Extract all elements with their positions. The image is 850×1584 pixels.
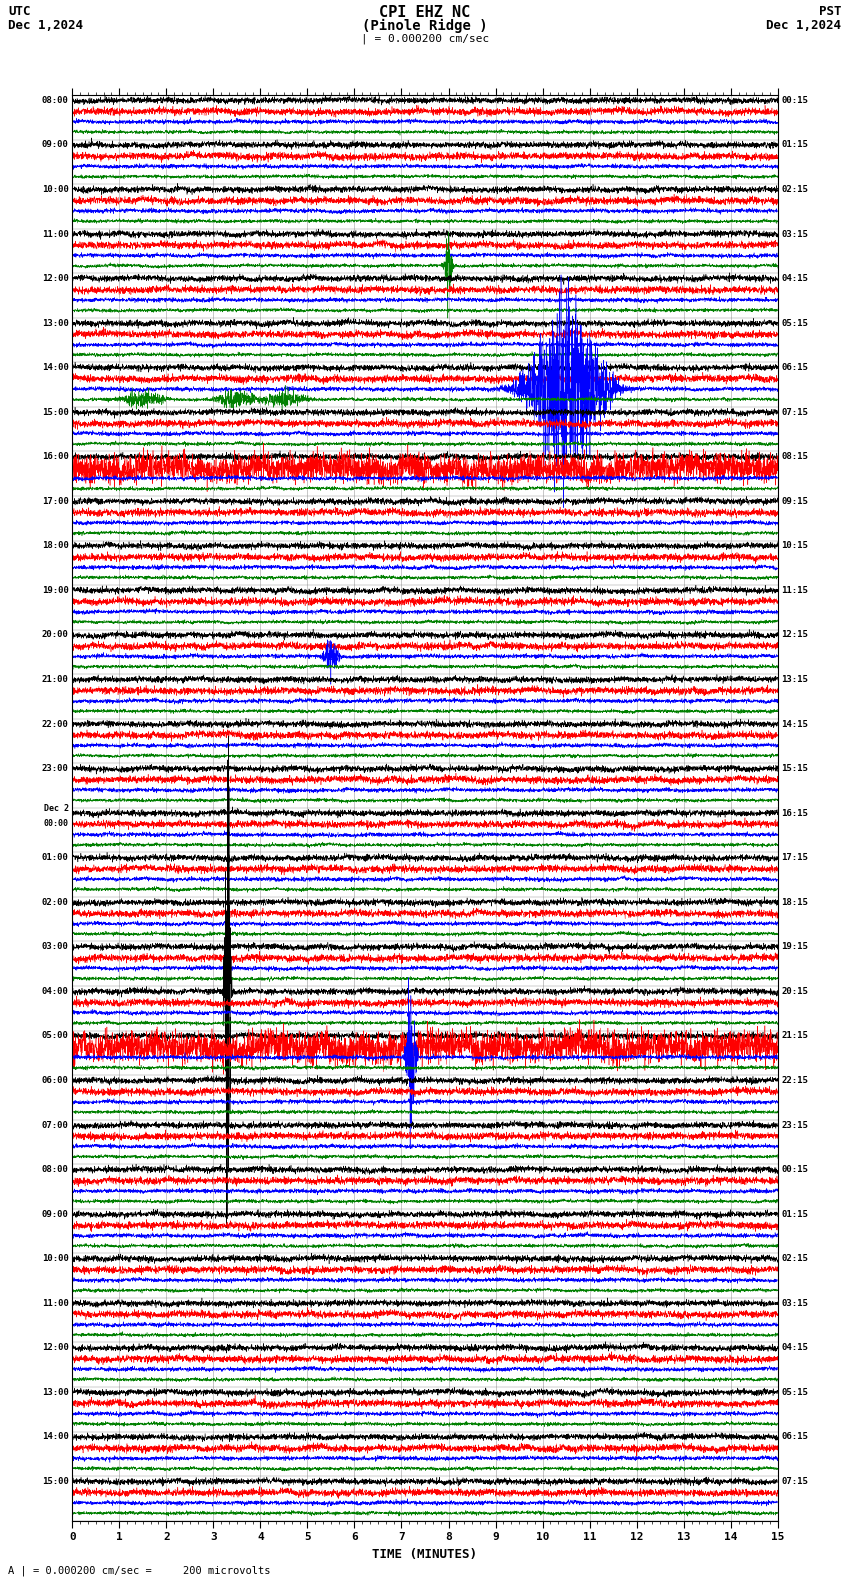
Text: 07:00: 07:00 (42, 1120, 69, 1129)
Text: 15:00: 15:00 (42, 1476, 69, 1486)
Text: 01:00: 01:00 (42, 854, 69, 862)
Text: 08:15: 08:15 (781, 453, 808, 461)
Text: 01:15: 01:15 (781, 141, 808, 149)
Text: 22:15: 22:15 (781, 1076, 808, 1085)
Text: 13:00: 13:00 (42, 1388, 69, 1397)
Text: 01:15: 01:15 (781, 1210, 808, 1218)
Text: 12:15: 12:15 (781, 630, 808, 640)
Text: 07:15: 07:15 (781, 407, 808, 417)
Text: 15:00: 15:00 (42, 407, 69, 417)
Text: 21:00: 21:00 (42, 675, 69, 684)
Text: 03:00: 03:00 (42, 942, 69, 952)
Text: 04:15: 04:15 (781, 274, 808, 284)
Text: 18:15: 18:15 (781, 898, 808, 906)
Text: Dec 1,2024: Dec 1,2024 (767, 19, 842, 32)
Text: 16:15: 16:15 (781, 809, 808, 817)
Text: 06:15: 06:15 (781, 363, 808, 372)
Text: 14:00: 14:00 (42, 363, 69, 372)
Text: 05:15: 05:15 (781, 1388, 808, 1397)
Text: 08:00: 08:00 (42, 1166, 69, 1174)
Text: 13:15: 13:15 (781, 675, 808, 684)
Text: 03:15: 03:15 (781, 1299, 808, 1308)
Text: Dec 1,2024: Dec 1,2024 (8, 19, 83, 32)
Text: 12:00: 12:00 (42, 1343, 69, 1353)
Text: 03:15: 03:15 (781, 230, 808, 239)
Text: 18:00: 18:00 (42, 542, 69, 550)
Text: 04:00: 04:00 (42, 987, 69, 996)
Text: (Pinole Ridge ): (Pinole Ridge ) (362, 19, 488, 33)
Text: 10:00: 10:00 (42, 1255, 69, 1262)
Text: 07:15: 07:15 (781, 1476, 808, 1486)
Text: UTC: UTC (8, 5, 31, 17)
Text: 00:15: 00:15 (781, 1166, 808, 1174)
Text: 05:00: 05:00 (42, 1031, 69, 1041)
Text: 08:00: 08:00 (42, 97, 69, 105)
Text: 23:00: 23:00 (42, 763, 69, 773)
Text: 00:15: 00:15 (781, 97, 808, 105)
X-axis label: TIME (MINUTES): TIME (MINUTES) (372, 1548, 478, 1560)
Text: 17:15: 17:15 (781, 854, 808, 862)
Text: 10:15: 10:15 (781, 542, 808, 550)
Text: 02:00: 02:00 (42, 898, 69, 906)
Text: 09:15: 09:15 (781, 497, 808, 505)
Text: 22:00: 22:00 (42, 719, 69, 729)
Text: 11:00: 11:00 (42, 230, 69, 239)
Text: 19:15: 19:15 (781, 942, 808, 952)
Text: 06:15: 06:15 (781, 1432, 808, 1441)
Text: A | = 0.000200 cm/sec =     200 microvolts: A | = 0.000200 cm/sec = 200 microvolts (8, 1565, 271, 1576)
Text: 20:00: 20:00 (42, 630, 69, 640)
Text: 19:00: 19:00 (42, 586, 69, 596)
Text: 11:15: 11:15 (781, 586, 808, 596)
Text: 02:15: 02:15 (781, 1255, 808, 1262)
Text: 14:15: 14:15 (781, 719, 808, 729)
Text: 09:00: 09:00 (42, 141, 69, 149)
Text: 09:00: 09:00 (42, 1210, 69, 1218)
Text: Dec 2: Dec 2 (43, 805, 69, 814)
Text: 10:00: 10:00 (42, 185, 69, 193)
Text: 14:00: 14:00 (42, 1432, 69, 1441)
Text: 21:15: 21:15 (781, 1031, 808, 1041)
Text: 05:15: 05:15 (781, 318, 808, 328)
Text: 00:00: 00:00 (43, 819, 69, 828)
Text: 16:00: 16:00 (42, 453, 69, 461)
Text: CPI EHZ NC: CPI EHZ NC (379, 5, 471, 19)
Text: 04:15: 04:15 (781, 1343, 808, 1353)
Text: 06:00: 06:00 (42, 1076, 69, 1085)
Text: 02:15: 02:15 (781, 185, 808, 193)
Text: PST: PST (819, 5, 842, 17)
Text: 17:00: 17:00 (42, 497, 69, 505)
Text: 13:00: 13:00 (42, 318, 69, 328)
Text: 20:15: 20:15 (781, 987, 808, 996)
Text: 12:00: 12:00 (42, 274, 69, 284)
Text: | = 0.000200 cm/sec: | = 0.000200 cm/sec (361, 33, 489, 44)
Text: 23:15: 23:15 (781, 1120, 808, 1129)
Text: 11:00: 11:00 (42, 1299, 69, 1308)
Text: 15:15: 15:15 (781, 763, 808, 773)
